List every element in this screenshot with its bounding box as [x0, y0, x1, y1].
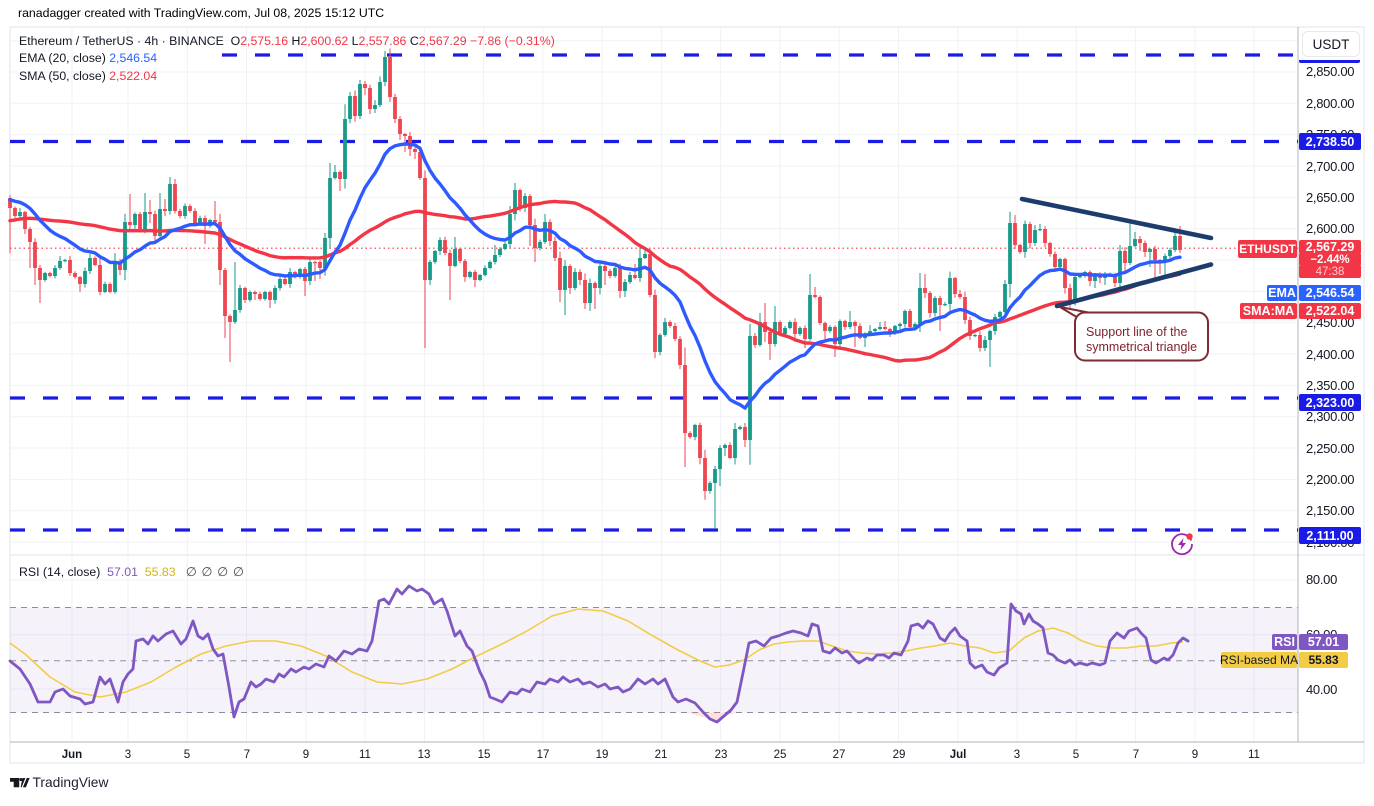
svg-text:Support line of the: Support line of the: [1086, 325, 1188, 339]
svg-text:symmetrical triangle: symmetrical triangle: [1086, 340, 1197, 354]
